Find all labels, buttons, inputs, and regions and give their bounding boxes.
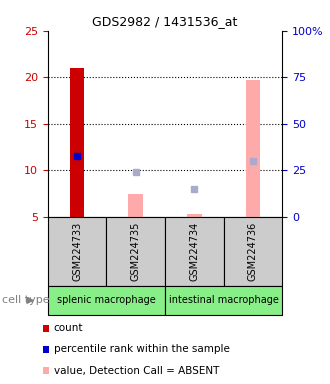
Bar bbox=[187, 214, 202, 217]
Text: GSM224736: GSM224736 bbox=[248, 222, 258, 281]
Bar bbox=[128, 194, 143, 217]
Bar bbox=[246, 80, 260, 217]
Text: GSM224735: GSM224735 bbox=[131, 222, 141, 281]
Text: count: count bbox=[54, 323, 83, 333]
Text: cell type: cell type bbox=[2, 295, 49, 306]
Text: GSM224734: GSM224734 bbox=[189, 222, 199, 281]
Text: splenic macrophage: splenic macrophage bbox=[57, 295, 156, 306]
Text: value, Detection Call = ABSENT: value, Detection Call = ABSENT bbox=[54, 366, 219, 376]
Text: GSM224733: GSM224733 bbox=[72, 222, 82, 281]
Text: percentile rank within the sample: percentile rank within the sample bbox=[54, 344, 230, 354]
Bar bbox=[70, 68, 84, 217]
Title: GDS2982 / 1431536_at: GDS2982 / 1431536_at bbox=[92, 15, 238, 28]
Text: intestinal macrophage: intestinal macrophage bbox=[169, 295, 279, 306]
